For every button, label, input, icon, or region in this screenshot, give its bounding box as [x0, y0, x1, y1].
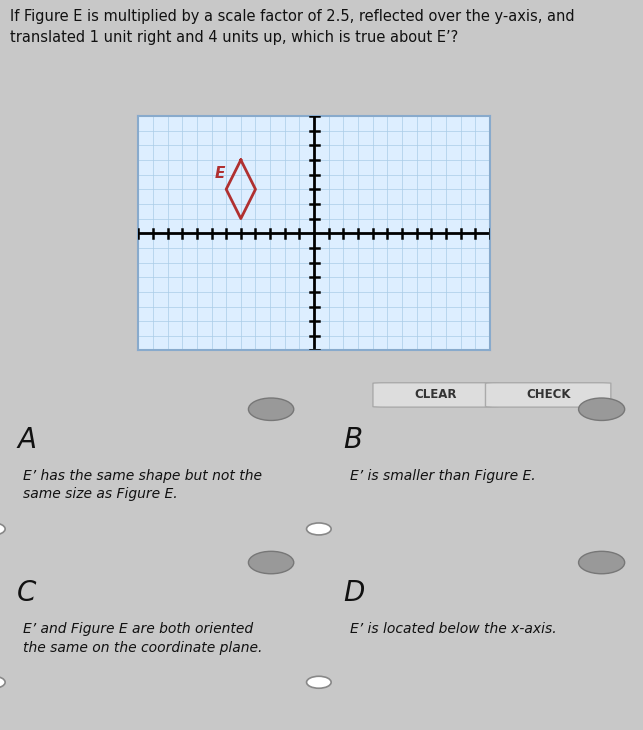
Text: A: A: [17, 426, 36, 454]
Text: E’ has the same shape but not the
same size as Figure E.: E’ has the same shape but not the same s…: [23, 469, 262, 502]
Text: E: E: [215, 166, 225, 180]
Text: C: C: [17, 579, 37, 607]
Circle shape: [248, 551, 294, 574]
Text: ◄: ◄: [598, 558, 605, 567]
Text: E’ is smaller than Figure E.: E’ is smaller than Figure E.: [350, 469, 535, 483]
Circle shape: [248, 398, 294, 420]
Text: D: D: [343, 579, 365, 607]
Text: If Figure E is multiplied by a scale factor of 2.5, reflected over the y-axis, a: If Figure E is multiplied by a scale fac…: [10, 9, 574, 45]
Text: CLEAR: CLEAR: [414, 388, 457, 402]
Circle shape: [0, 523, 5, 535]
Circle shape: [307, 676, 331, 688]
Text: B: B: [343, 426, 363, 454]
Circle shape: [579, 398, 624, 420]
Circle shape: [0, 676, 5, 688]
Text: CHECK: CHECK: [526, 388, 571, 402]
Text: E’ is located below the x-axis.: E’ is located below the x-axis.: [350, 623, 556, 637]
Text: ◄: ◄: [267, 404, 275, 414]
Circle shape: [579, 551, 624, 574]
Text: ◄: ◄: [267, 558, 275, 567]
Text: ◄: ◄: [598, 404, 605, 414]
FancyBboxPatch shape: [373, 383, 498, 407]
FancyBboxPatch shape: [485, 383, 611, 407]
Circle shape: [307, 523, 331, 535]
Text: E’ and Figure E are both oriented
the same on the coordinate plane.: E’ and Figure E are both oriented the sa…: [23, 623, 262, 655]
